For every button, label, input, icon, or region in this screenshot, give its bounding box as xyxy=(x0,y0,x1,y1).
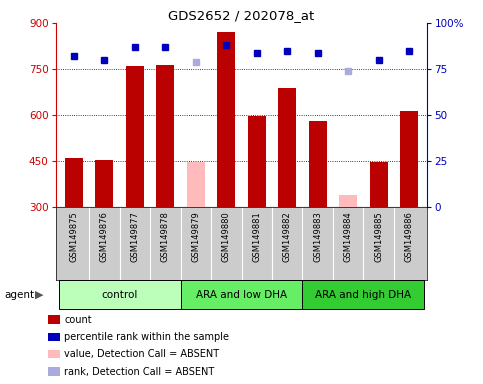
Text: GSM149885: GSM149885 xyxy=(374,211,383,262)
Text: control: control xyxy=(101,290,138,300)
Bar xyxy=(126,66,144,207)
Bar xyxy=(309,121,327,207)
Text: agent: agent xyxy=(5,290,35,300)
Bar xyxy=(302,280,425,309)
Bar xyxy=(186,162,205,207)
Bar xyxy=(400,111,418,207)
Text: GSM149886: GSM149886 xyxy=(405,211,413,262)
Text: GSM149875: GSM149875 xyxy=(70,211,78,262)
Bar xyxy=(339,195,357,207)
Bar xyxy=(369,162,388,207)
Title: GDS2652 / 202078_at: GDS2652 / 202078_at xyxy=(169,9,314,22)
Bar xyxy=(248,116,266,207)
Bar xyxy=(181,280,302,309)
Text: GSM149877: GSM149877 xyxy=(130,211,139,262)
Text: GSM149883: GSM149883 xyxy=(313,211,322,262)
Bar xyxy=(156,65,174,207)
Text: GSM149881: GSM149881 xyxy=(252,211,261,262)
Text: percentile rank within the sample: percentile rank within the sample xyxy=(64,332,229,342)
Bar xyxy=(217,32,235,207)
Text: GSM149878: GSM149878 xyxy=(161,211,170,262)
Text: ARA and low DHA: ARA and low DHA xyxy=(196,290,287,300)
Bar xyxy=(95,160,114,207)
Text: GSM149879: GSM149879 xyxy=(191,211,200,262)
Text: rank, Detection Call = ABSENT: rank, Detection Call = ABSENT xyxy=(64,367,214,377)
Bar xyxy=(278,88,297,207)
Text: GSM149880: GSM149880 xyxy=(222,211,231,262)
Text: ▶: ▶ xyxy=(35,290,44,300)
Text: count: count xyxy=(64,315,92,325)
Bar xyxy=(58,280,181,309)
Text: GSM149876: GSM149876 xyxy=(100,211,109,262)
Text: GSM149882: GSM149882 xyxy=(283,211,292,262)
Text: value, Detection Call = ABSENT: value, Detection Call = ABSENT xyxy=(64,349,219,359)
Bar xyxy=(65,158,83,207)
Text: GSM149884: GSM149884 xyxy=(344,211,353,262)
Text: ARA and high DHA: ARA and high DHA xyxy=(315,290,412,300)
